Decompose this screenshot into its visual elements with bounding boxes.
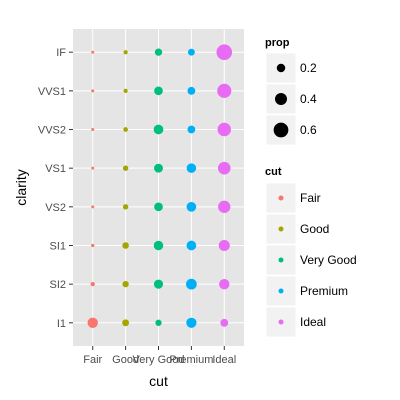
y-tick-label-i1: I1 <box>57 318 66 330</box>
x-tick-label-premium: Premium <box>169 354 213 366</box>
point-if-ideal <box>216 44 233 60</box>
point-vvs2-very-good <box>153 124 164 135</box>
point-vs2-premium <box>186 201 197 212</box>
x-tick-label-good: Good <box>112 354 139 366</box>
point-vvs2-good <box>123 127 128 132</box>
y-tick-label-vvs1: VVS1 <box>38 86 66 98</box>
point-si1-premium <box>186 240 197 251</box>
color-legend-dot-ideal <box>278 319 284 325</box>
data-points <box>87 44 233 329</box>
size-legend-dot-0.4 <box>274 92 288 106</box>
point-vs2-fair <box>91 205 95 209</box>
y-tick-label-si1: SI1 <box>49 240 66 252</box>
color-legend-label-good: Good <box>300 222 329 236</box>
x-axis-title: cut <box>149 373 168 389</box>
point-vs2-very-good <box>154 202 163 212</box>
color-legend: cut Fair Good Very Good Premium Ideal <box>265 166 357 338</box>
point-if-good <box>123 50 128 55</box>
point-vs2-ideal <box>218 200 231 213</box>
point-vs2-good <box>122 204 129 210</box>
color-legend-key-good <box>265 213 297 245</box>
point-vvs1-good <box>123 88 128 93</box>
point-vvs1-very-good <box>154 86 163 96</box>
point-vs1-good <box>122 165 129 171</box>
point-si1-ideal <box>218 239 230 252</box>
point-si2-premium <box>186 278 197 290</box>
point-i1-premium <box>186 317 197 328</box>
color-legend-label-ideal: Ideal <box>300 315 326 329</box>
x-tick-label-very-good: Very Good <box>133 354 185 366</box>
x-tick-label-ideal: Ideal <box>212 354 236 366</box>
point-si1-good <box>122 242 129 249</box>
point-i1-good <box>122 319 130 327</box>
point-si2-ideal <box>219 278 230 290</box>
point-si1-fair <box>91 243 95 248</box>
y-axis: I1 SI2 SI1 VS2 VS1 VVS2 VVS1 IF <box>38 47 73 330</box>
size-legend-dot-0.2 <box>276 63 286 73</box>
color-legend-dot-fair <box>278 195 284 201</box>
y-tick-label-if: IF <box>56 47 66 59</box>
size-legend-dot-0.6 <box>273 122 289 138</box>
size-legend-label-0.6: 0.6 <box>300 123 317 137</box>
point-si2-fair <box>90 282 95 287</box>
point-vvs2-ideal <box>217 122 231 137</box>
y-tick-label-vvs2: VVS2 <box>38 125 66 137</box>
y-tick-label-vs2: VS2 <box>45 202 66 214</box>
color-legend-label-fair: Fair <box>300 191 321 205</box>
point-vs1-premium <box>186 163 197 173</box>
color-legend-dot-good <box>278 226 284 232</box>
point-vvs1-premium <box>187 86 196 95</box>
color-legend-label-premium: Premium <box>300 284 348 298</box>
point-if-premium <box>187 48 195 56</box>
color-legend-label-very-good: Very Good <box>300 253 357 267</box>
point-i1-ideal <box>220 318 229 327</box>
point-vs1-ideal <box>217 161 231 175</box>
point-si2-very-good <box>153 279 164 289</box>
point-vs1-fair <box>91 166 95 170</box>
point-vvs1-ideal <box>217 83 232 98</box>
point-vvs2-fair <box>91 128 95 132</box>
color-legend-dot-premium <box>278 288 284 294</box>
size-legend-label-0.4: 0.4 <box>300 92 317 106</box>
x-tick-label-fair: Fair <box>83 354 102 366</box>
point-i1-fair <box>87 317 98 329</box>
y-tick-label-vs1: VS1 <box>45 163 66 175</box>
point-if-very-good <box>154 48 163 56</box>
point-i1-very-good <box>155 319 162 326</box>
y-tick-label-si2: SI2 <box>49 279 66 291</box>
point-si2-good <box>122 280 129 288</box>
y-axis-title: clarity <box>13 169 29 206</box>
size-legend: prop 0.2 0.4 0.6 <box>265 37 317 146</box>
point-vvs1-fair <box>91 89 95 93</box>
color-legend-title: cut <box>265 166 282 178</box>
color-legend-dot-very-good <box>278 257 284 263</box>
size-legend-label-0.2: 0.2 <box>300 61 317 75</box>
point-vs1-very-good <box>154 163 163 173</box>
point-si1-very-good <box>153 240 164 251</box>
point-vvs2-premium <box>187 125 196 134</box>
point-if-fair <box>91 50 95 54</box>
size-legend-title: prop <box>265 37 290 49</box>
